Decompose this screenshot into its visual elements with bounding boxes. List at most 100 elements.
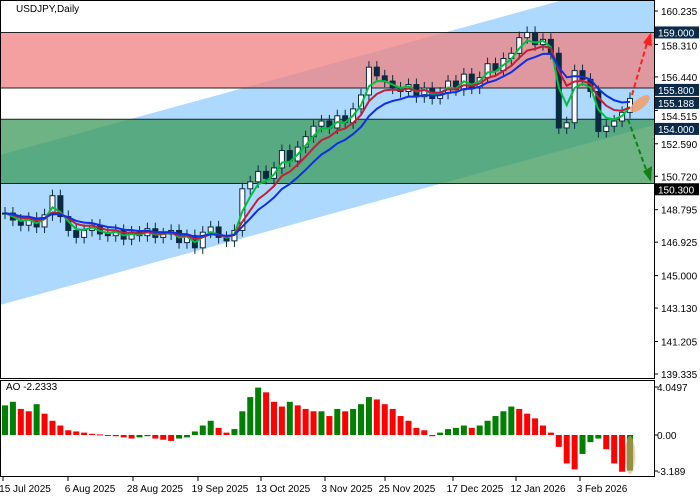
ma-slow-line bbox=[4, 52, 631, 238]
ao-bar bbox=[160, 435, 167, 440]
level-label-box bbox=[655, 183, 699, 196]
ao-bar bbox=[405, 420, 412, 435]
ma-fast-line bbox=[4, 39, 631, 244]
level-label: 155.188 bbox=[658, 99, 695, 110]
highlight-ellipse bbox=[630, 95, 650, 113]
ao-bar bbox=[96, 434, 103, 436]
ao-bar bbox=[294, 405, 301, 435]
candle-body bbox=[571, 70, 578, 124]
ao-bar bbox=[508, 406, 515, 435]
ao-bar bbox=[81, 432, 88, 435]
candle-body bbox=[373, 66, 380, 77]
ao-bar bbox=[413, 427, 420, 435]
ao-bar bbox=[65, 430, 72, 435]
ao-bar bbox=[144, 435, 151, 437]
candle-body bbox=[255, 170, 262, 183]
candle-body bbox=[199, 231, 206, 249]
ao-bar bbox=[571, 435, 578, 470]
date-tick-label: 6 Aug 2025 bbox=[65, 484, 116, 495]
ao-bar bbox=[25, 411, 32, 435]
ao-bar bbox=[342, 411, 349, 435]
price-tick-label: 146.925 bbox=[661, 238, 698, 249]
ao-bar bbox=[255, 387, 262, 435]
bullish-arrowhead-icon bbox=[643, 32, 652, 47]
price-tick-label: 152.590 bbox=[661, 140, 698, 151]
ao-tick-label: 4.0497 bbox=[657, 383, 688, 394]
price-panel-frame bbox=[0, 0, 655, 379]
candle-body bbox=[358, 94, 365, 110]
candle-body bbox=[278, 150, 285, 169]
ao-bar bbox=[199, 425, 206, 435]
ao-bar bbox=[152, 435, 159, 439]
ao-bar bbox=[563, 435, 570, 464]
candle-body bbox=[318, 120, 325, 127]
ao-bar bbox=[215, 427, 222, 435]
date-tick-label: 3 Feb 2026 bbox=[577, 484, 628, 495]
ao-panel-frame bbox=[0, 380, 655, 477]
ao-bar bbox=[532, 418, 539, 435]
level-label-box bbox=[655, 96, 699, 109]
candle-body bbox=[263, 170, 270, 179]
price-tick-label: 143.130 bbox=[661, 304, 698, 315]
ao-bar bbox=[247, 397, 254, 435]
ao-bar bbox=[389, 408, 396, 435]
ao-bar bbox=[326, 416, 333, 435]
candle-body bbox=[421, 87, 428, 98]
ao-bar bbox=[468, 427, 475, 435]
ao-bar bbox=[263, 392, 270, 435]
ao-bar bbox=[128, 435, 135, 439]
price-tick-label: 160.235 bbox=[661, 7, 698, 18]
price-tick-label: 154.515 bbox=[661, 112, 698, 123]
candle-body bbox=[247, 181, 254, 190]
ao-label: AO -2.2333 bbox=[6, 382, 58, 393]
ao-bar bbox=[460, 425, 467, 435]
ao-bar bbox=[231, 429, 238, 435]
symbol-title: USDJPY,Daily bbox=[16, 4, 80, 15]
ao-bar bbox=[611, 435, 618, 464]
date-tick-label: 25 Nov 2025 bbox=[379, 484, 436, 495]
ao-highlight bbox=[625, 436, 635, 474]
level-label-box bbox=[655, 83, 699, 96]
ao-bar bbox=[373, 399, 380, 435]
level-label: 155.800 bbox=[658, 86, 695, 97]
ao-bar bbox=[381, 404, 388, 435]
ao-bar bbox=[484, 420, 491, 435]
date-tick-label: 28 Aug 2025 bbox=[127, 484, 184, 495]
ao-bar bbox=[476, 425, 483, 435]
ao-bar bbox=[595, 435, 602, 439]
level-label-box bbox=[655, 26, 699, 39]
level-label: 154.000 bbox=[658, 125, 695, 136]
ao-bar bbox=[318, 411, 325, 435]
date-tick-label: 3 Nov 2025 bbox=[321, 484, 373, 495]
level-label-box bbox=[655, 122, 699, 135]
bearish-arrowhead-icon bbox=[643, 166, 652, 182]
date-tick-label: 15 Jul 2025 bbox=[0, 484, 51, 495]
price-tick-label: 145.000 bbox=[661, 272, 698, 283]
candle-body bbox=[524, 31, 531, 39]
ao-bar bbox=[579, 435, 586, 454]
ao-bar bbox=[452, 427, 459, 435]
bearish-arrow bbox=[627, 118, 649, 176]
ao-bar bbox=[191, 431, 198, 435]
price-tick-label: 156.440 bbox=[661, 73, 698, 84]
candle-body bbox=[73, 229, 80, 238]
ao-bar bbox=[49, 420, 56, 435]
ao-bar bbox=[33, 404, 40, 435]
candle-body bbox=[611, 120, 618, 127]
candle-body bbox=[81, 229, 88, 238]
ao-bar bbox=[334, 408, 341, 435]
ao-tick-label: 0.00 bbox=[657, 431, 677, 442]
ma-mid-line bbox=[4, 45, 631, 241]
ao-bar bbox=[176, 435, 183, 439]
ao-bar bbox=[429, 435, 436, 437]
ao-bar bbox=[524, 413, 531, 435]
candle-body bbox=[603, 125, 610, 132]
ao-bar bbox=[112, 435, 119, 437]
ao-bar bbox=[350, 408, 357, 435]
price-tick-label: 141.205 bbox=[661, 338, 698, 349]
date-tick-label: 12 Jan 2026 bbox=[510, 484, 565, 495]
ao-bar bbox=[516, 408, 523, 435]
date-tick-label: 19 Sep 2025 bbox=[192, 484, 249, 495]
ao-bar bbox=[539, 425, 546, 435]
